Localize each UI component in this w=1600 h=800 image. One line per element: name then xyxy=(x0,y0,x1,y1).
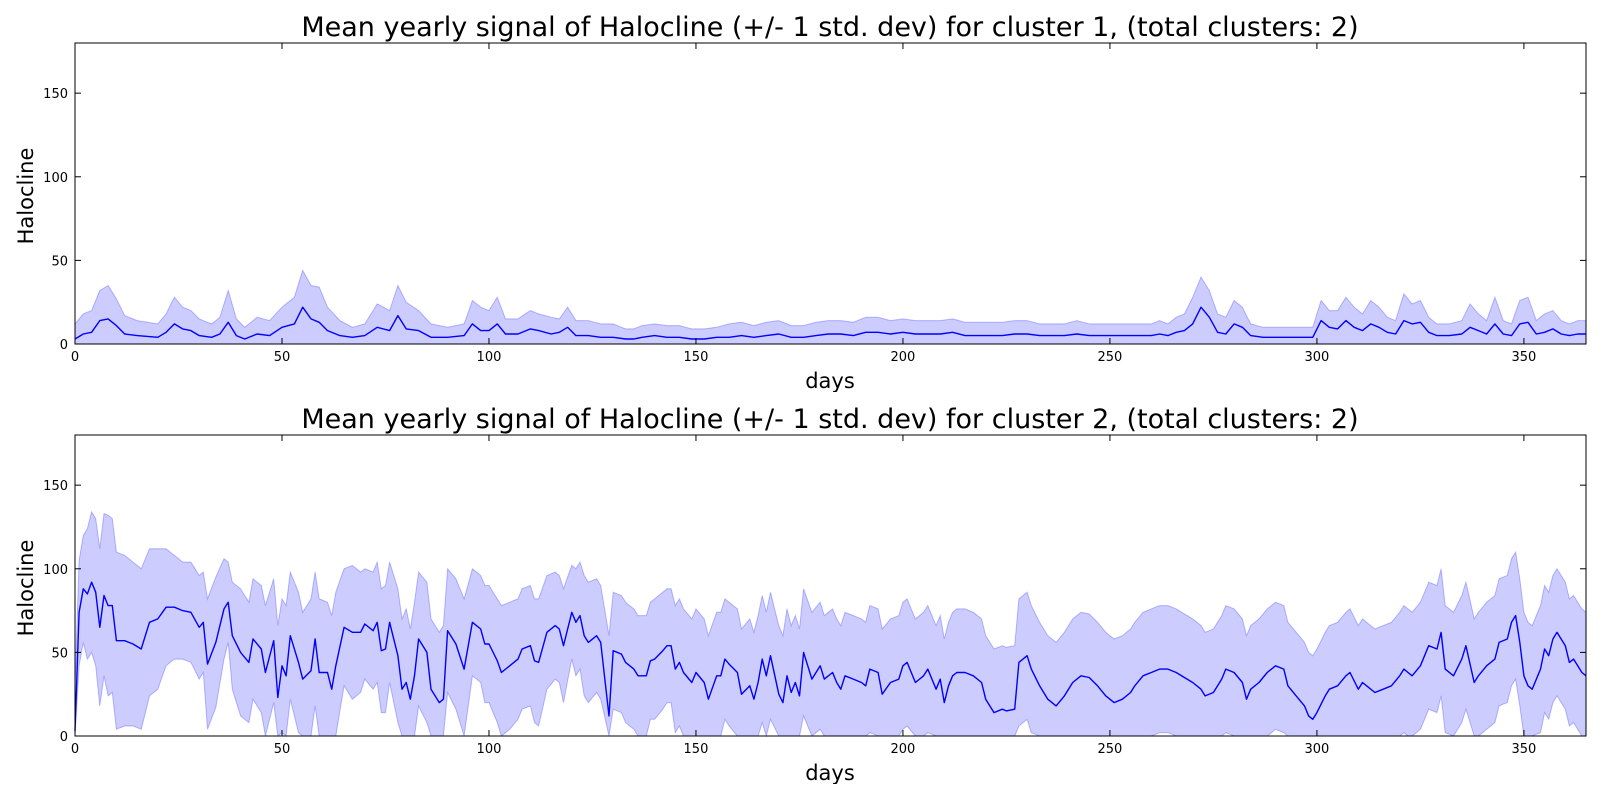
mean-line xyxy=(74,581,1587,732)
x-tick-label: 0 xyxy=(71,742,79,757)
y-tick-label: 0 xyxy=(60,338,68,353)
y-axis-label: Halocline xyxy=(14,148,38,245)
x-axis-label: days xyxy=(805,369,855,392)
x-tick-label: 300 xyxy=(1305,742,1330,757)
x-tick-label: 200 xyxy=(891,350,916,365)
chart-svg-cluster-1: Mean yearly signal of Halocline (+/- 1 s… xyxy=(14,12,1587,392)
plot-frame xyxy=(74,434,1587,737)
x-tick-label: 0 xyxy=(71,350,79,365)
x-tick-label: 200 xyxy=(891,742,916,757)
std-dev-band xyxy=(74,269,1587,345)
x-tick-label: 150 xyxy=(684,350,709,365)
x-tick-label: 50 xyxy=(274,742,291,757)
x-tick-label: 350 xyxy=(1511,350,1536,365)
chart-svg-cluster-2: Mean yearly signal of Halocline (+/- 1 s… xyxy=(14,404,1587,784)
chart-title: Mean yearly signal of Halocline (+/- 1 s… xyxy=(301,404,1358,435)
y-tick-label: 100 xyxy=(43,563,68,578)
y-tick-label: 50 xyxy=(51,254,68,269)
x-tick-label: 50 xyxy=(274,350,291,365)
y-tick-label: 150 xyxy=(43,87,68,102)
x-tick-label: 350 xyxy=(1511,742,1536,757)
x-tick-label: 150 xyxy=(684,742,709,757)
x-tick-label: 250 xyxy=(1098,350,1123,365)
chart-title: Mean yearly signal of Halocline (+/- 1 s… xyxy=(301,12,1358,43)
mean-line xyxy=(74,306,1586,340)
plot-frame xyxy=(74,42,1587,345)
y-tick-label: 100 xyxy=(43,171,68,186)
x-tick-label: 100 xyxy=(477,742,502,757)
y-axis-label: Halocline xyxy=(14,540,38,637)
chart-panel-cluster-1: Mean yearly signal of Halocline (+/- 1 s… xyxy=(0,0,1600,392)
y-tick-label: 0 xyxy=(60,730,68,745)
x-tick-label: 300 xyxy=(1305,350,1330,365)
x-tick-label: 250 xyxy=(1098,742,1123,757)
y-tick-label: 150 xyxy=(43,479,68,494)
chart-panel-cluster-2: Mean yearly signal of Halocline (+/- 1 s… xyxy=(0,392,1600,784)
y-tick-label: 50 xyxy=(51,646,68,661)
x-tick-label: 100 xyxy=(477,350,502,365)
std-dev-band xyxy=(74,510,1587,738)
x-axis-label: days xyxy=(805,761,855,784)
